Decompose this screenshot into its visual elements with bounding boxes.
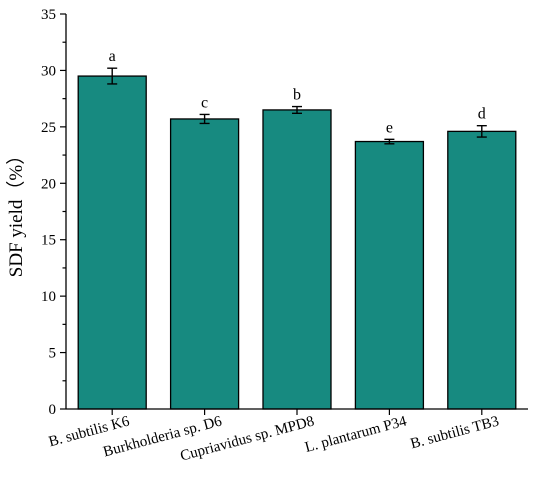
significance-letter: c xyxy=(201,94,208,111)
bars xyxy=(77,75,517,410)
y-tick-label: 30 xyxy=(41,63,56,79)
y-axis-title: SDF yield（%） xyxy=(5,146,27,277)
y-axis-ticks: 0 5 10 15 20 25 30 35 xyxy=(41,7,66,418)
y-tick-label: 35 xyxy=(41,7,56,23)
error-bars xyxy=(107,67,487,145)
category-label: B. subtilis TB3 xyxy=(409,413,501,452)
error-bar xyxy=(292,105,302,115)
error-bar xyxy=(199,113,210,125)
error-bar xyxy=(476,125,487,138)
significance-letter: a xyxy=(109,48,116,65)
bar xyxy=(262,109,332,410)
bar xyxy=(169,118,240,410)
y-tick-label: 15 xyxy=(41,233,56,249)
bar xyxy=(77,75,147,410)
significance-letter: e xyxy=(386,119,393,136)
error-bar xyxy=(107,67,118,85)
significance-letter: b xyxy=(293,87,301,104)
bar xyxy=(354,140,425,410)
y-tick-label: 0 xyxy=(49,402,57,418)
y-tick-label: 25 xyxy=(41,120,56,136)
x-axis-ticks xyxy=(111,409,483,415)
y-tick-label: 10 xyxy=(41,289,56,305)
significance-letters: a c b e d xyxy=(109,48,486,136)
significance-letter: d xyxy=(478,106,486,123)
error-bar xyxy=(384,138,395,145)
y-tick-label: 20 xyxy=(41,176,56,192)
y-tick-label: 5 xyxy=(49,346,57,362)
bar xyxy=(447,130,517,410)
category-label: L. plantarum P34 xyxy=(303,413,409,456)
